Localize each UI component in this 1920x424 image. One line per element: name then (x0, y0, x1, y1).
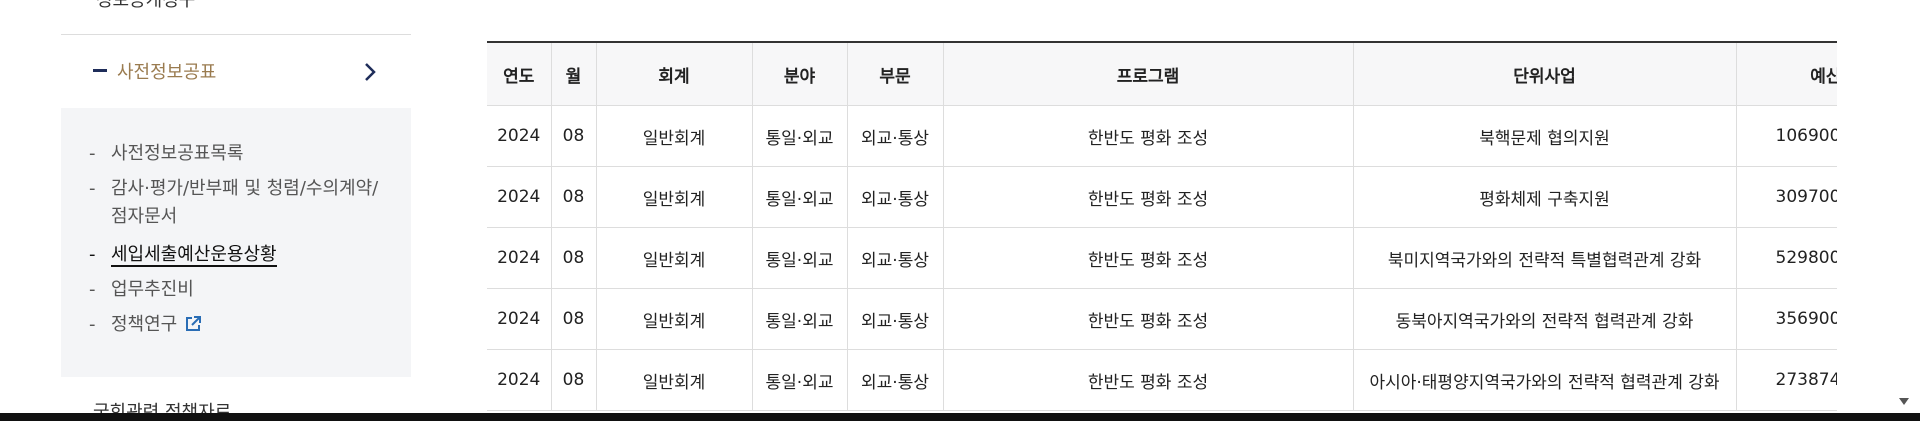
table-cell: 한반도 평화 조성 (942, 166, 1354, 228)
menu-item[interactable]: 정보공개청구 (96, 0, 196, 11)
bullet: - (89, 279, 96, 300)
scroll-arrow[interactable] (1899, 398, 1909, 405)
bottom-bar (0, 413, 1920, 421)
column-header: 예산(원) (1735, 43, 1837, 106)
label-text[interactable]: 사전정보공표목록 (111, 143, 244, 164)
table-cell: 아시아·태평양지역국가와의 전략적 협력관계 강화 (1352, 349, 1737, 411)
table-cell: 일반회계 (595, 349, 753, 411)
table-cell: 2024 (487, 288, 552, 350)
table-row: 2024 08 일반회계 통일·외교 외교·통상 한반도 평화 조성 아시아·태평양지역국가… (487, 349, 1837, 411)
label-text[interactable]: 세입세출예산운용상황 (111, 244, 277, 267)
bullet: - (89, 244, 96, 265)
table-cell: 북핵문제 협의지원 (1352, 105, 1737, 167)
header-row: 연도월회계분야부문프로그램단위사업예산(원) (487, 43, 1837, 106)
minus-icon (93, 69, 107, 72)
chevron (365, 63, 376, 81)
column-header: 부문 (846, 43, 944, 106)
table-cell: 통일·외교 (751, 288, 848, 350)
table-row: 2024 08 일반회계 통일·외교 외교·통상 한반도 평화 조성 북핵문제 협의지원 10… (487, 105, 1837, 167)
table-cell: 27387420 (1735, 349, 1837, 411)
table-cell: 2024 (487, 166, 552, 228)
table-cell: 2024 (487, 227, 552, 289)
column-header: 연도 (487, 43, 552, 106)
table-cell: 08 (550, 349, 597, 411)
table-cell: 북미지역국가와의 전략적 특별협력관계 강화 (1352, 227, 1737, 289)
table-cell: 일반회계 (595, 227, 753, 289)
column-header: 회계 (595, 43, 753, 106)
table-cell: 한반도 평화 조성 (942, 105, 1354, 167)
table-wrap: 연도월회계분야부문프로그램단위사업예산(원) 202408일반회계통일·외교외교… (487, 41, 1837, 415)
table-cell: 외교·통상 (846, 227, 944, 289)
column-header: 단위사업 (1352, 43, 1737, 106)
bullet: - (89, 314, 96, 335)
submenu-item[interactable]: - 감사·평가/반부패 및 청렴/수의계약/점자문서 (89, 175, 389, 231)
table-cell: 동북아지역국가와의 전략적 협력관계 강화 (1352, 288, 1737, 350)
table-cell: 2024 (487, 349, 552, 411)
submenu-label: 사전정보공표목록 (111, 140, 381, 168)
table-cell: 08 (550, 105, 597, 167)
submenu-label: 정책연구 (111, 311, 381, 339)
column-header: 분야 (751, 43, 848, 106)
menu-section[interactable]: 사전정보공표 (93, 58, 411, 84)
table-cell: 일반회계 (595, 105, 753, 167)
submenu (61, 108, 411, 377)
column-header: 월 (550, 43, 597, 106)
label-text[interactable]: 정책연구 (111, 314, 178, 335)
table-row: 2024 08 일반회계 통일·외교 외교·통상 한반도 평화 조성 북미지역국가와의 전략… (487, 227, 1837, 289)
external-icon (186, 316, 202, 331)
submenu-label: 세입세출예산운용상황 (111, 241, 381, 269)
table-cell: 외교·통상 (846, 166, 944, 228)
table-cell: 10690000 (1735, 105, 1837, 167)
divider (61, 34, 411, 35)
table-cell: 일반회계 (595, 288, 753, 350)
label-text[interactable]: 업무추진비 (111, 279, 194, 300)
table-cell: 통일·외교 (751, 227, 848, 289)
column-header: 프로그램 (942, 43, 1354, 106)
table-cell: 2024 (487, 105, 552, 167)
table-cell: 일반회계 (595, 166, 753, 228)
table-cell: 통일·외교 (751, 105, 848, 167)
submenu-label: 업무추진비 (111, 276, 381, 304)
table-cell: 30970000 (1735, 166, 1837, 228)
label-text[interactable]: 감사·평가/반부패 및 청렴/수의계약/점자문서 (111, 178, 379, 227)
table-cell: 한반도 평화 조성 (942, 227, 1354, 289)
section-title[interactable]: 사전정보공표 (117, 62, 217, 83)
bullet: - (89, 143, 96, 164)
table-cell: 한반도 평화 조성 (942, 288, 1354, 350)
table-cell: 통일·외교 (751, 166, 848, 228)
budget-table: 연도월회계분야부문프로그램단위사업예산(원) 202408일반회계통일·외교외교… (487, 43, 1837, 411)
table-cell: 35690000 (1735, 288, 1837, 350)
table-cell: 08 (550, 288, 597, 350)
table-cell: 08 (550, 227, 597, 289)
table-cell: 한반도 평화 조성 (942, 349, 1354, 411)
table-row: 2024 08 일반회계 통일·외교 외교·통상 한반도 평화 조성 평화체제 구축지원 30… (487, 166, 1837, 228)
table-cell: 평화체제 구축지원 (1352, 166, 1737, 228)
table-cell: 52980000 (1735, 227, 1837, 289)
submenu-label: 감사·평가/반부패 및 청렴/수의계약/점자문서 (111, 175, 381, 231)
table-cell: 통일·외교 (751, 349, 848, 411)
table-cell: 외교·통상 (846, 288, 944, 350)
table-cell: 08 (550, 166, 597, 228)
table-cell: 외교·통상 (846, 105, 944, 167)
table-row: 2024 08 일반회계 통일·외교 외교·통상 한반도 평화 조성 동북아지역국가와의 전… (487, 288, 1837, 350)
table-cell: 외교·통상 (846, 349, 944, 411)
bullet: - (89, 178, 96, 199)
